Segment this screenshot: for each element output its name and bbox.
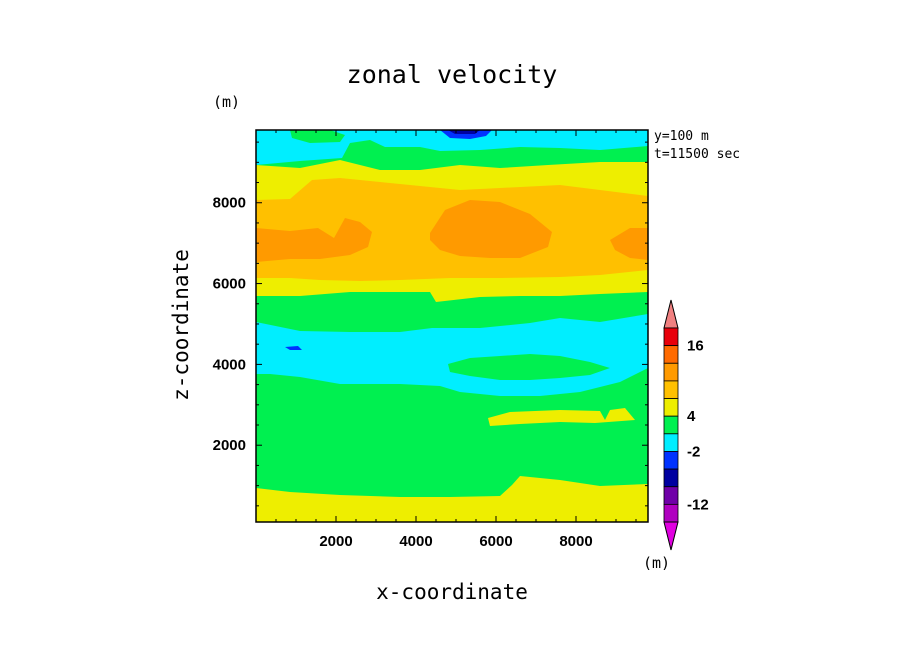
y-tick-label: 2000 bbox=[213, 437, 246, 454]
plot-frame bbox=[255, 129, 649, 523]
contour-field bbox=[256, 130, 648, 522]
colorbar-bottom-triangle bbox=[663, 521, 679, 551]
x-tick-label: 4000 bbox=[399, 533, 432, 550]
annotation-y-position: y=100 m bbox=[654, 129, 709, 144]
contour-dark-orange-right bbox=[610, 228, 648, 260]
colorbar-segment bbox=[663, 486, 679, 505]
contour-small-blue bbox=[285, 346, 302, 350]
contour-green-island bbox=[448, 354, 610, 380]
colorbar-label: -2 bbox=[687, 443, 700, 460]
y-axis-unit: (m) bbox=[213, 93, 241, 111]
annotation-time: t=11500 sec bbox=[654, 147, 741, 162]
y-tick-label: 6000 bbox=[213, 276, 246, 293]
colorbar-segment bbox=[663, 468, 679, 488]
contour-dark-orange-left bbox=[256, 218, 372, 262]
colorbar-segment bbox=[663, 327, 679, 347]
colorbar: 16 4 -2 -12 bbox=[663, 299, 709, 551]
colorbar-label: -12 bbox=[687, 496, 709, 513]
colorbar-unit: (m) bbox=[643, 554, 671, 572]
colorbar-segment bbox=[663, 398, 679, 417]
axis-ticks: 2000 4000 6000 8000 2000 4000 6000 8000 bbox=[213, 130, 648, 550]
colorbar-label: 4 bbox=[687, 408, 696, 425]
x-tick-label: 2000 bbox=[319, 533, 352, 550]
contour-dark-orange-center bbox=[430, 200, 552, 258]
colorbar-segment bbox=[663, 345, 679, 364]
x-tick-label: 6000 bbox=[479, 533, 512, 550]
colorbar-segment bbox=[663, 451, 679, 470]
colorbar-segment bbox=[663, 362, 679, 382]
colorbar-segment bbox=[663, 415, 679, 435]
contour-top-green bbox=[290, 130, 345, 143]
y-tick-label: 4000 bbox=[213, 356, 246, 373]
contour-top-cyan bbox=[256, 130, 648, 165]
colorbar-label: 16 bbox=[687, 338, 704, 355]
x-axis-label: x-coordinate bbox=[376, 580, 528, 604]
x-tick-label: 8000 bbox=[559, 533, 592, 550]
colorbar-segment bbox=[663, 380, 679, 399]
colorbar-segment bbox=[663, 503, 679, 523]
contour-low-yellow bbox=[256, 476, 648, 522]
colorbar-segment bbox=[663, 433, 679, 452]
contour-mid-yellow-patch bbox=[488, 408, 635, 426]
colorbar-top-triangle bbox=[663, 299, 679, 329]
chart-title: zonal velocity bbox=[346, 60, 558, 89]
y-tick-label: 8000 bbox=[213, 195, 246, 212]
